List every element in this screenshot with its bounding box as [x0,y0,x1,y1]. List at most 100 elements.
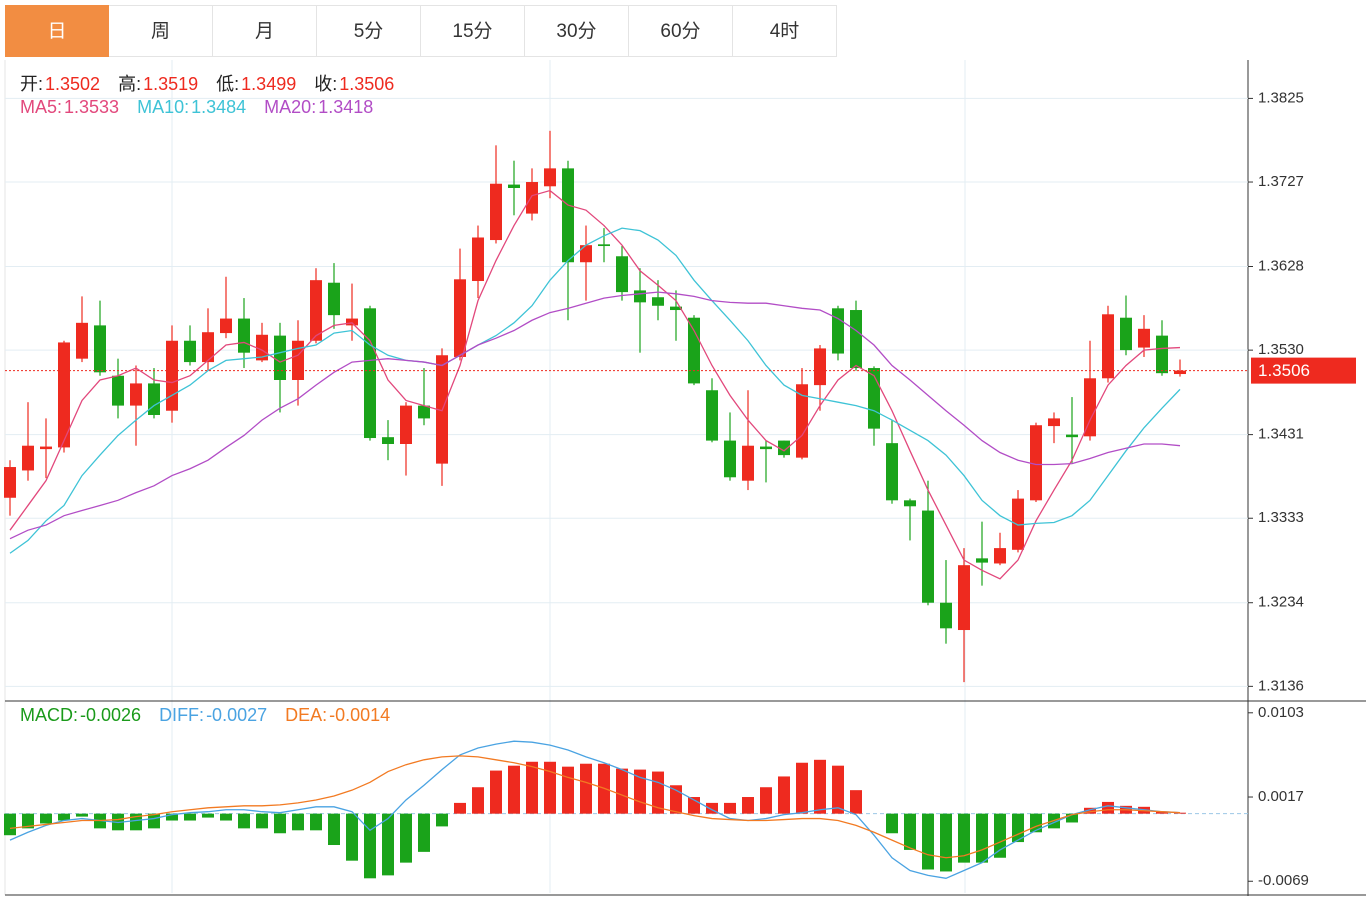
period-tab[interactable]: 30分 [525,5,629,57]
macd-bar [382,813,394,876]
candle-body [940,602,952,629]
legend-value: -0.0014 [329,705,391,725]
candle-body [562,168,574,263]
candle-body [958,565,970,631]
candle-body [1084,378,1096,437]
last-price-box [1251,357,1356,384]
legend-name: MA20: [264,97,317,117]
macd-bar [238,813,250,829]
macd-bar [1030,813,1042,833]
macd-bar [148,813,160,829]
macd-bar [616,768,628,814]
ohlc-legend: 开: 1.3502 高: 1.3519 低: 1.3499 收: 1.3506 [20,70,412,96]
macd-bar [940,813,952,872]
candle-body [616,256,628,293]
macd-bar [724,802,736,814]
macd-bar [364,813,376,879]
candle-body [706,390,718,441]
info-label: 高: [118,74,142,94]
y-tick-label: 1.3333 [1258,509,1304,526]
macd-bar [508,765,520,814]
info-label: 低: [216,74,240,94]
candle-body [328,282,340,316]
candle-body [1066,434,1078,438]
macd-bar [436,813,448,827]
macd-bar [1102,801,1114,814]
candle-body [148,383,160,415]
macd-bar [1084,807,1096,814]
macd-bar [130,813,142,831]
legend-value: -0.0026 [80,705,142,725]
period-tabs: 日周月 5分 15分 30分 60分 4时 [5,5,837,57]
candle-body [382,437,394,444]
macd-bar [922,813,934,870]
period-tab[interactable]: 15分 [421,5,525,57]
candle-body [868,368,880,429]
candle-body [904,500,916,507]
candle-body [1048,418,1060,427]
info-value: 1.3519 [143,74,199,94]
candle-body [724,440,736,478]
macd-bar [562,766,574,814]
macd-bar [1066,813,1078,823]
period-tab[interactable]: 60分 [629,5,733,57]
ma-line [9,227,1181,554]
candle-body [688,317,700,384]
legend-value: 1.3418 [318,97,374,117]
macd-bar [328,813,340,846]
ma-line [9,189,1181,580]
candle-body [922,510,934,603]
info-label: 开: [20,74,44,94]
y-tick-label: 1.3234 [1258,594,1304,611]
period-tab[interactable]: 4时 [733,5,837,57]
macd-bar [220,813,232,821]
candle-body [1012,498,1024,550]
period-tab[interactable]: 5分 [317,5,421,57]
candle-body [238,318,250,353]
macd-bar [58,813,70,821]
period-tab[interactable]: 周 [109,5,213,57]
info-value: 1.3499 [241,74,297,94]
candle-body [166,340,178,411]
candle-body [364,308,376,439]
candle-body [130,383,142,406]
macd-legend: MACD: -0.0026 DIFF: -0.0027 DEA: -0.0014 [20,705,408,726]
period-tab[interactable]: 日 [5,5,109,57]
candle-body [1138,328,1150,348]
macd-bar [832,765,844,814]
macd-bar [202,813,214,818]
legend-name: MA5: [20,97,63,117]
period-tab[interactable]: 月 [213,5,317,57]
macd-bar [958,813,970,863]
macd-bar [706,802,718,814]
macd-bar [742,797,754,814]
info-value: 1.3506 [339,74,395,94]
macd-bar [760,787,772,814]
macd-bar [454,802,466,814]
info-label: 收: [314,74,338,94]
macd-bar [400,813,412,863]
macd-bar [814,759,826,814]
candle-body [4,467,16,498]
macd-bar [490,770,502,814]
y-tick-label: 1.3431 [1258,426,1304,443]
macd-bar [1174,812,1186,814]
candle-body [256,334,268,361]
macd-bar [184,813,196,821]
candle-body [742,445,754,481]
candle-body [94,325,106,373]
candle-body [814,348,826,386]
macd-bar [4,813,16,836]
candle-body [670,306,682,311]
candle-body [1030,425,1042,501]
candle-body [994,548,1006,564]
macd-bar [22,813,34,829]
candle-body [22,445,34,471]
info-value: 1.3502 [45,74,101,94]
candle-body [112,375,124,406]
candle-body [634,290,646,303]
macd-bar [904,813,916,850]
macd-bar [778,776,790,814]
candle-body [1174,370,1186,375]
legend-name: DIFF: [159,705,205,725]
